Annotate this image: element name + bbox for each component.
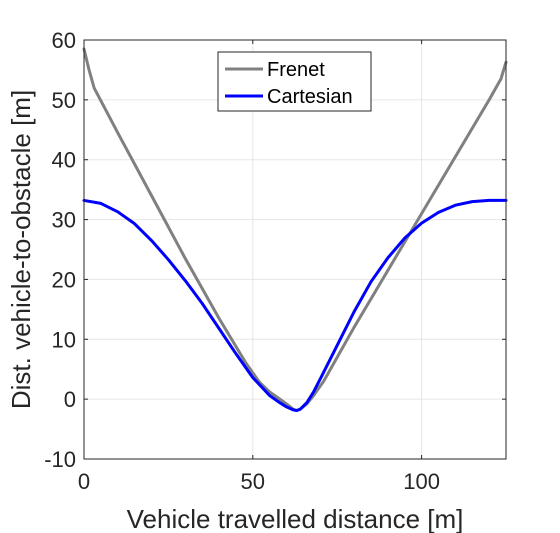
legend: Frenet Cartesian — [217, 51, 372, 112]
plot-frame — [83, 39, 507, 460]
y-axis-label: Dist. vehicle-to-obstacle [m] — [6, 90, 36, 409]
y-tick-label: -10 — [44, 447, 76, 472]
y-tick-label: 0 — [64, 387, 76, 412]
series-line-cartesian — [82, 198, 508, 413]
series-lines — [82, 47, 508, 413]
y-tick-label: 30 — [52, 208, 76, 233]
legend-label-cartesian: Cartesian — [267, 86, 353, 108]
y-tick-label: 10 — [52, 327, 76, 352]
y-tick-label: 20 — [52, 267, 76, 292]
y-tick-label: 50 — [52, 88, 76, 113]
legend-label-frenet: Frenet — [267, 59, 325, 81]
legend-box — [217, 51, 372, 112]
axis-ticks — [83, 39, 506, 460]
x-tick-label: 100 — [403, 469, 440, 494]
y-tick-label: 40 — [52, 148, 76, 173]
x-axis-label: Vehicle travelled distance [m] — [127, 504, 464, 533]
x-tick-label: 50 — [241, 469, 265, 494]
x-tick-label: 0 — [78, 469, 90, 494]
y-tick-label: 60 — [52, 28, 76, 53]
